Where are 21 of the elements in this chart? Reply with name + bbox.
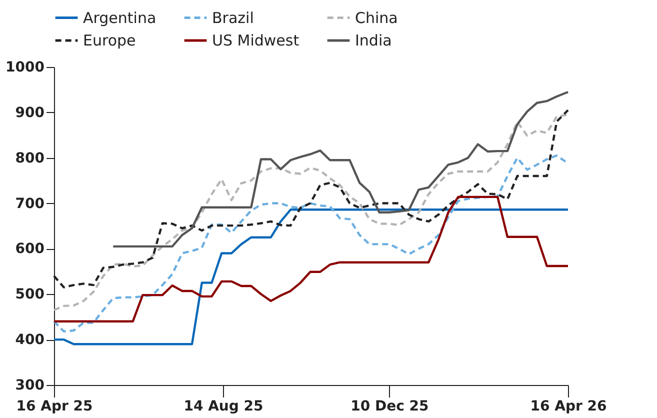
x-tick-label: 16 Apr 26 xyxy=(530,398,607,414)
line-series xyxy=(112,90,570,248)
legend-label: US Midwest xyxy=(212,32,300,50)
legend-label: Argentina xyxy=(83,8,156,27)
legend-label: Europe xyxy=(83,32,136,50)
legend-label: Brazil xyxy=(212,8,254,27)
legend-label: China xyxy=(355,8,398,27)
y-tick-label: 800 xyxy=(15,150,45,166)
x-tick-label: 16 Apr 25 xyxy=(16,398,93,414)
y-tick-label: 1000 xyxy=(6,60,45,76)
y-tick-label: 600 xyxy=(15,241,45,258)
legend-label: India xyxy=(355,32,392,50)
x-tick-label: 10 Dec 25 xyxy=(350,398,429,414)
y-tick-label: 900 xyxy=(15,104,45,121)
y-tick-label: 500 xyxy=(15,286,45,303)
y-tick-label: 300 xyxy=(15,378,45,394)
line-series xyxy=(52,196,570,322)
x-tick-label: 14 Aug 25 xyxy=(184,398,264,414)
line-series xyxy=(52,208,570,346)
y-tick-label: 700 xyxy=(15,196,45,212)
y-tick-label: 400 xyxy=(15,332,45,348)
